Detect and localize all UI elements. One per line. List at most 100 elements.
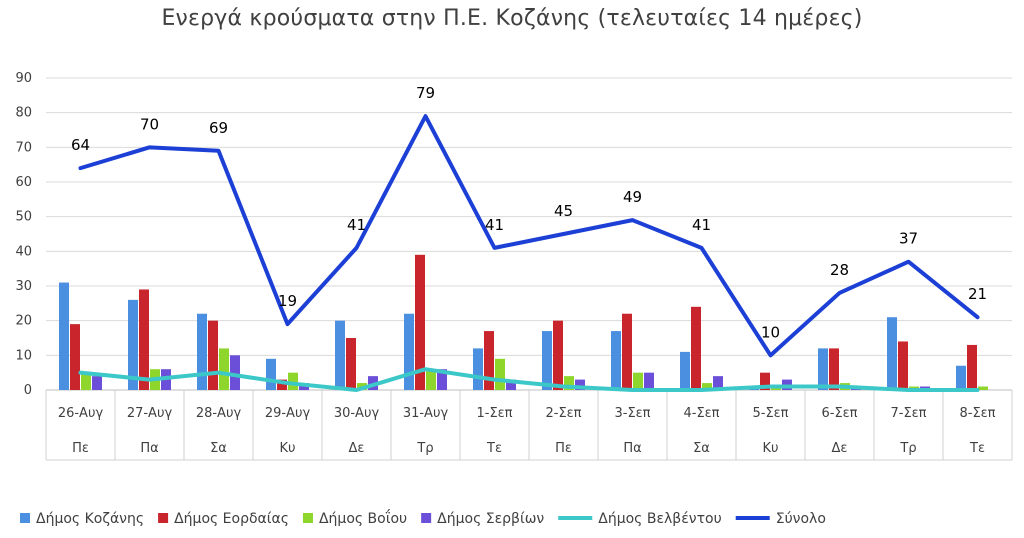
x-tick-label: 30-Αυγ xyxy=(334,406,380,421)
bar xyxy=(230,355,240,390)
x-day-label: Πε xyxy=(555,441,572,456)
bar xyxy=(760,372,770,390)
bar xyxy=(702,383,712,390)
bar xyxy=(542,331,552,390)
bar xyxy=(713,376,723,390)
bar xyxy=(818,348,828,390)
x-tick-label: 2-Σεπ xyxy=(545,406,581,421)
series-line xyxy=(78,114,980,358)
data-label: 41 xyxy=(485,216,504,234)
bar xyxy=(611,331,621,390)
bar xyxy=(680,351,690,390)
y-tick-label: 80 xyxy=(15,106,32,121)
bar xyxy=(139,289,149,390)
x-day-label: Τε xyxy=(486,441,502,456)
y-axis: 0 10 20 30 40 50 60 70 80 90 xyxy=(15,71,32,398)
data-label: 41 xyxy=(347,216,366,234)
bar xyxy=(967,344,977,390)
data-label: 41 xyxy=(692,216,711,234)
legend-swatch xyxy=(20,513,30,523)
chart-title: Ενεργά κρούσματα στην Π.Ε. Κοζάνης (τελε… xyxy=(161,6,863,31)
x-day-label: Τρ xyxy=(899,441,916,456)
x-tick-label: 7-Σεπ xyxy=(890,406,926,421)
x-tick-label: 28-Αυγ xyxy=(196,406,242,421)
x-day-label: Πε xyxy=(72,441,89,456)
x-tick-label: 27-Αυγ xyxy=(127,406,173,421)
y-tick-label: 40 xyxy=(15,244,32,259)
x-day-label: Δε xyxy=(349,441,365,456)
y-tick-label: 70 xyxy=(15,140,32,155)
data-label: 37 xyxy=(899,230,918,248)
bar xyxy=(633,372,643,390)
bar xyxy=(484,331,494,390)
data-label: 64 xyxy=(71,136,90,154)
bar xyxy=(473,348,483,390)
x-tick-label: 3-Σεπ xyxy=(614,406,650,421)
data-label: 69 xyxy=(209,119,228,137)
legend-label: Δήμος Εορδαίας xyxy=(174,511,289,527)
grid-lines xyxy=(46,77,1012,391)
y-tick-label: 20 xyxy=(15,314,32,329)
data-label: 70 xyxy=(140,115,159,133)
bar xyxy=(404,313,414,390)
legend-swatch xyxy=(421,513,432,523)
bar xyxy=(128,299,138,390)
x-day-label: Κυ xyxy=(279,441,295,456)
legend-label: Δήμος Βοΐου xyxy=(319,509,407,527)
bar xyxy=(898,341,908,390)
x-tick-label: 4-Σεπ xyxy=(683,406,719,421)
bar-series xyxy=(59,254,988,390)
bar xyxy=(564,376,574,390)
legend-label: Δήμος Βελβέντου xyxy=(598,511,721,527)
series-line xyxy=(78,367,980,392)
data-label: 21 xyxy=(968,285,987,303)
x-day-label: Τρ xyxy=(416,441,433,456)
bar xyxy=(553,320,563,390)
bar xyxy=(219,348,229,390)
legend-label: Δήμος Σερβίων xyxy=(437,511,544,527)
bar xyxy=(335,320,345,390)
bar xyxy=(956,365,966,390)
data-label: 49 xyxy=(623,188,642,206)
bar xyxy=(887,317,897,390)
data-label: 45 xyxy=(554,202,573,220)
x-tick-label: 8-Σεπ xyxy=(959,406,995,421)
bar xyxy=(415,254,425,390)
bar xyxy=(437,369,447,390)
x-tick-label: 29-Αυγ xyxy=(265,406,311,421)
bar xyxy=(426,369,436,390)
bar xyxy=(622,313,632,390)
y-tick-label: 90 xyxy=(15,71,32,86)
x-tick-label: 31-Αυγ xyxy=(403,406,449,421)
data-label: 19 xyxy=(278,292,297,310)
line-series xyxy=(78,114,980,392)
bar xyxy=(829,348,839,390)
bar xyxy=(277,379,287,390)
data-label: 10 xyxy=(761,323,780,341)
legend: Δήμος Κοζάνης Δήμος Εορδαίας Δήμος Βοΐου Δή… xyxy=(20,509,826,527)
bar xyxy=(346,338,356,390)
y-tick-label: 60 xyxy=(15,175,32,190)
bar xyxy=(288,372,298,390)
bar xyxy=(70,324,80,390)
bar xyxy=(495,358,505,390)
x-day-label: Κυ xyxy=(762,441,778,456)
y-tick-label: 30 xyxy=(15,279,32,294)
x-day-label: Τε xyxy=(969,441,985,456)
y-tick-label: 50 xyxy=(15,210,32,225)
legend-swatch xyxy=(302,513,313,523)
bar xyxy=(266,358,276,390)
data-labels: 64 70 69 19 41 79 41 45 49 41 10 28 37 21 xyxy=(71,84,987,341)
bar xyxy=(92,376,102,390)
x-tick-label: 26-Αυγ xyxy=(58,406,104,421)
data-label: 79 xyxy=(416,84,435,102)
legend-label: Δήμος Κοζάνης xyxy=(36,511,144,527)
x-tick-label: 5-Σεπ xyxy=(752,406,788,421)
x-day-label: Πα xyxy=(140,441,158,456)
bar xyxy=(506,379,516,390)
legend-label: Σύνολο xyxy=(776,511,826,527)
y-tick-label: 0 xyxy=(24,383,32,398)
bar xyxy=(575,379,585,390)
legend-swatch xyxy=(158,513,169,523)
x-day-label: Πα xyxy=(623,441,641,456)
